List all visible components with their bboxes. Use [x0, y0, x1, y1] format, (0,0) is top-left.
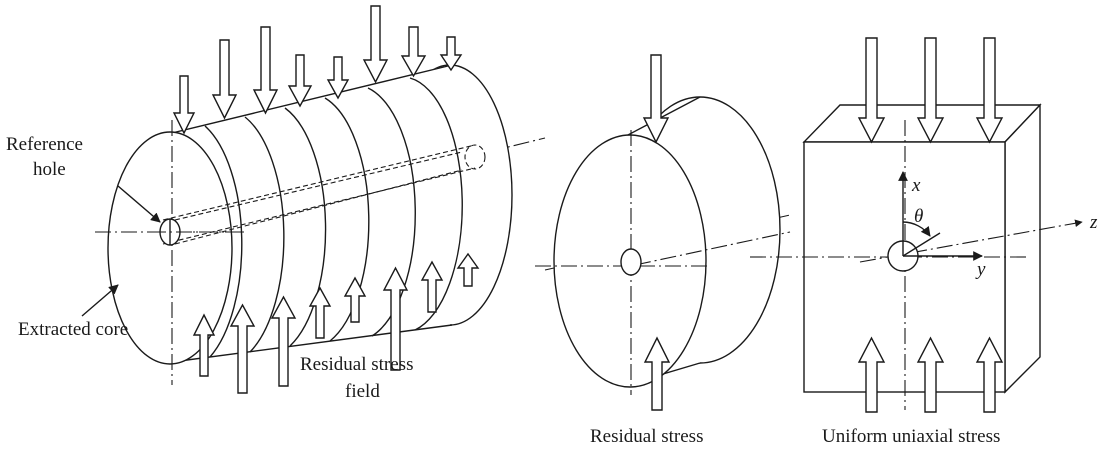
slice-arc	[324, 97, 370, 342]
box-top-arrow	[857, 37, 886, 144]
box-bottom-arrow	[975, 336, 1004, 413]
stress-arrow	[172, 75, 196, 135]
stress-arrow	[343, 276, 367, 323]
theta-radial-line	[902, 232, 941, 257]
reference-hole-label-line1: Reference	[6, 134, 83, 155]
reference-hole-leader	[117, 185, 161, 223]
cylinder-top-edge	[171, 64, 453, 134]
residual-stress-field-label-line1: Residual stress	[300, 354, 413, 375]
box-bottom-arrow	[916, 336, 945, 413]
box-top-arrow	[916, 37, 945, 144]
stress-arrow	[252, 26, 279, 115]
box-top-arrow	[975, 37, 1004, 144]
uniform-uniaxial-stress-box: x θ y z Uniform uniaxial stress	[750, 37, 1098, 447]
stress-arrow	[270, 295, 297, 387]
extracted-core-leader	[81, 284, 119, 317]
cylinder-slices	[204, 77, 463, 358]
stress-arrow	[326, 56, 350, 100]
stress-arrow	[192, 313, 216, 377]
stress-arrow	[308, 286, 332, 339]
cylinder-front-face	[107, 131, 233, 365]
top-stress-arrows	[172, 5, 463, 135]
slice-arc	[244, 116, 285, 353]
theta-label: θ	[914, 206, 923, 227]
reference-hole-label-line2: hole	[33, 159, 66, 180]
residual-stress-field-cylinder: Reference hole Extracted core Residual s…	[6, 5, 546, 402]
stress-arrow	[287, 54, 313, 108]
box-bottom-arrow	[857, 336, 886, 413]
extracted-core-label: Extracted core	[18, 319, 128, 340]
stress-arrow	[420, 260, 444, 313]
disc-hole	[620, 248, 642, 276]
y-axis-label: y	[975, 259, 986, 280]
slice-arc	[204, 125, 243, 358]
slice-arc	[409, 77, 463, 331]
cylinder-bottom-edge	[171, 324, 453, 363]
bottom-stress-arrows	[192, 252, 480, 394]
slice-arc	[284, 107, 327, 347]
stress-arrow	[229, 303, 256, 394]
x-axis-label: x	[911, 175, 921, 196]
uniform-uniaxial-stress-label: Uniform uniaxial stress	[822, 426, 1000, 447]
z-axis-label: z	[1089, 212, 1098, 233]
stress-arrow	[456, 252, 480, 287]
residual-stress-field-label-line2: field	[345, 381, 380, 402]
stress-arrow	[400, 26, 427, 78]
residual-stress-disc: Residual stress	[535, 54, 791, 447]
cylinder-body	[170, 65, 450, 362]
stress-arrow	[382, 266, 409, 371]
disc-top-arrow	[642, 54, 670, 144]
disc-long-axis-front	[634, 231, 791, 266]
stress-arrow	[439, 36, 463, 72]
residual-stress-label: Residual stress	[590, 426, 703, 447]
theta-arc	[902, 221, 931, 237]
disc-top-edge	[625, 96, 701, 137]
disc-bottom-arrow	[643, 336, 671, 411]
stress-arrow	[211, 39, 238, 120]
box-side-face	[1004, 103, 1041, 394]
stress-arrow	[362, 5, 389, 84]
